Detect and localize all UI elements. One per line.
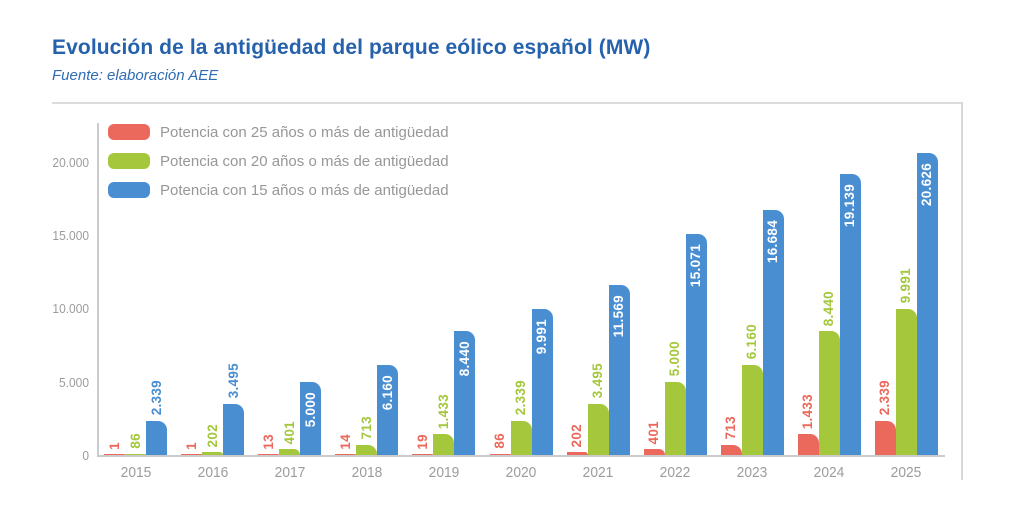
- y-axis-tick-label: 10.000: [52, 301, 89, 317]
- bar-value-label: 1: [183, 441, 199, 450]
- bar: 5.000: [664, 341, 686, 455]
- bar: 8.440: [454, 331, 476, 455]
- bar-value-label: 3.495: [590, 363, 606, 399]
- header-divider: [52, 102, 963, 104]
- x-axis-tick-label: 2020: [505, 464, 537, 481]
- legend-label: Potencia con 25 años o más de antigüedad: [160, 123, 449, 141]
- bar: 713: [356, 416, 378, 455]
- bar: 2.339: [874, 380, 896, 455]
- bar-value-label: 6.160: [379, 374, 395, 410]
- x-axis-tick-label: 2022: [659, 464, 691, 481]
- bar: 1.433: [433, 394, 455, 455]
- x-axis-tick-label: 2024: [814, 464, 845, 481]
- bar: 3.495: [223, 363, 245, 455]
- legend-swatch: [108, 182, 150, 198]
- x-axis-tick-label: 2023: [736, 464, 768, 481]
- bar-value-label: 401: [646, 420, 662, 445]
- legend-item: Potencia con 20 años o más de antigüedad: [108, 152, 449, 170]
- legend: Potencia con 25 años o más de antigüedad…: [108, 123, 449, 199]
- bar-value-label: 86: [492, 433, 507, 449]
- bar: 202: [566, 424, 588, 455]
- bar-value-label: 401: [281, 420, 297, 445]
- chart-right-border: [961, 102, 963, 480]
- bar: 401: [643, 421, 665, 455]
- bar-value-label: 2.339: [513, 380, 528, 416]
- bar: 19.139: [839, 174, 861, 455]
- chart-title: Evolución de la antigüedad del parque eó…: [52, 36, 651, 59]
- bar: 3.495: [587, 363, 609, 455]
- bar: 14: [335, 434, 357, 455]
- bar: 5.000: [300, 381, 322, 455]
- bar-value-label: 2.339: [148, 380, 164, 416]
- bar-value-label: 8.440: [821, 290, 837, 327]
- bar: 713: [720, 416, 742, 455]
- bar: 16.684: [762, 210, 784, 455]
- bar: 13: [258, 434, 280, 455]
- x-axis-tick-label: 2025: [891, 464, 922, 481]
- bar-value-label: 2.339: [877, 380, 893, 416]
- bar-value-label: 713: [723, 416, 739, 440]
- bar-value-label: 19: [414, 433, 430, 450]
- bar-value-label: 6.160: [744, 324, 760, 360]
- bar-value-label: 202: [569, 423, 585, 448]
- bar: 86: [489, 433, 511, 455]
- legend-item: Potencia con 15 años o más de antigüedad: [108, 181, 449, 199]
- bar-value-label: 13: [260, 433, 276, 450]
- bar-value-label: 15.071: [688, 244, 704, 288]
- legend-swatch: [108, 124, 150, 140]
- bar: 6.160: [741, 324, 763, 455]
- bar-value-label: 9.991: [534, 318, 549, 354]
- bar: 20.626: [916, 152, 938, 455]
- x-axis-tick-label: 2015: [120, 464, 151, 481]
- bar-value-label: 16.684: [765, 220, 781, 264]
- bar-value-label: 5.000: [667, 341, 683, 377]
- bar: 1: [181, 442, 203, 455]
- bar: 86: [125, 433, 147, 455]
- bar-value-label: 3.495: [225, 363, 241, 399]
- bar: 2.339: [510, 380, 532, 455]
- bar-value-label: 9.991: [898, 268, 914, 304]
- x-axis-tick-label: 2019: [428, 464, 460, 481]
- bar-value-label: 1.433: [800, 393, 816, 429]
- bar-value-label: 11.569: [611, 295, 627, 338]
- legend-swatch: [108, 153, 150, 169]
- chart-source: Fuente: elaboración AEE: [52, 67, 219, 84]
- bar-value-label: 20.626: [919, 162, 935, 206]
- y-axis-line: [97, 123, 99, 457]
- bar-value-label: 1.433: [435, 393, 451, 429]
- bar: 2.339: [146, 380, 168, 455]
- bar-value-label: 5.000: [302, 391, 318, 427]
- y-axis-tick-label: 0: [82, 448, 89, 463]
- bar-value-label: 14: [337, 433, 353, 450]
- bar: 19: [412, 434, 434, 455]
- y-axis-tick-label: 20.000: [52, 154, 89, 170]
- legend-label: Potencia con 15 años o más de antigüedad: [160, 181, 449, 199]
- x-axis-line: [97, 455, 945, 457]
- bar: 202: [202, 424, 224, 455]
- bar: 1: [104, 442, 126, 455]
- bar: 11.569: [608, 285, 630, 455]
- bar-value-label: 19.139: [842, 184, 858, 228]
- x-axis-tick-label: 2021: [582, 464, 614, 481]
- legend-item: Potencia con 25 años o más de antigüedad: [108, 123, 449, 141]
- bar: 8.440: [818, 291, 840, 455]
- bar-value-label: 8.440: [456, 341, 472, 377]
- bar: 9.991: [531, 308, 553, 455]
- bar-value-label: 86: [127, 433, 143, 449]
- bar: 1.433: [797, 394, 819, 455]
- bar-value-label: 713: [358, 416, 374, 440]
- legend-label: Potencia con 20 años o más de antigüedad: [160, 152, 449, 170]
- y-axis-tick-label: 15.000: [52, 228, 89, 244]
- y-axis-tick-label: 5.000: [59, 374, 89, 390]
- bar: 15.071: [685, 234, 707, 455]
- bar: 9.991: [895, 268, 917, 455]
- x-axis-tick-label: 2018: [351, 464, 383, 481]
- x-axis-tick-label: 2017: [274, 464, 306, 481]
- bar-value-label: 202: [204, 423, 220, 448]
- bar: 6.160: [377, 364, 399, 455]
- bar-value-label: 1: [106, 441, 122, 450]
- bar: 401: [279, 421, 301, 455]
- x-axis-tick-label: 2016: [197, 464, 228, 481]
